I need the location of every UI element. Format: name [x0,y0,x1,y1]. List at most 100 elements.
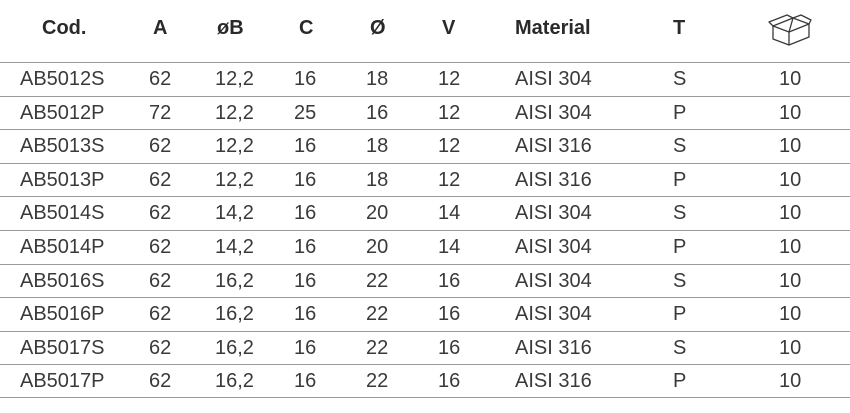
cell-code: AB5014P [20,235,105,258]
cell-t: P [673,101,687,124]
cell-a: 62 [149,68,172,90]
cell-diameter: 18 [366,168,389,191]
cell-t: S [673,68,687,90]
cell-t: P [673,235,687,258]
cell-b: 16,2 [215,336,254,359]
cell-diameter: 20 [366,235,389,258]
cell-material: AISI 316 [515,370,592,393]
cell-material: AISI 304 [515,303,592,326]
cell-quantity: 10 [779,269,802,292]
cell-t: S [673,135,687,158]
cell-material: AISI 304 [515,235,592,258]
cell-a: 62 [149,168,172,191]
cell-quantity: 10 [779,101,802,124]
table-row: AB5012S 62 12,2 16 18 12 AISI 304 S 10 [0,62,850,96]
cell-diameter: 18 [366,135,389,158]
product-table: Cod. A øB C Ø V Material T AB5012S 62 12,2… [0,0,850,398]
cell-v: 12 [438,168,461,191]
header-a: A [153,17,168,39]
cell-t: S [673,336,687,359]
cell-t: P [673,168,687,191]
table-row: AB5012P 72 12,2 25 16 12 AISI 304 P 10 [0,95,850,130]
cell-c: 16 [294,168,317,191]
cell-code: AB5017S [20,336,105,359]
table-body: AB5012S 62 12,2 16 18 12 AISI 304 S 10 AB5012P 72 1… [0,62,850,398]
cell-c: 16 [294,303,317,326]
cell-a: 62 [149,202,172,225]
cell-diameter: 20 [366,202,389,225]
cell-material: AISI 316 [515,135,592,158]
table-row: AB5014S 62 14,2 16 20 14 AISI 304 S 10 [0,196,850,230]
cell-quantity: 10 [779,303,802,326]
cell-b: 16,2 [215,269,254,292]
cell-diameter: 16 [366,101,389,124]
cell-code: AB5016P [20,303,105,326]
cell-b: 12,2 [215,135,254,158]
cell-code: AB5012S [20,68,105,90]
cell-b: 12,2 [215,68,254,90]
cell-c: 16 [294,370,317,393]
cell-a: 62 [149,135,172,158]
cell-c: 25 [294,101,317,124]
cell-code: AB5014S [20,202,105,225]
cell-material: AISI 316 [515,168,592,191]
cell-quantity: 10 [779,336,802,359]
cell-b: 12,2 [215,101,254,124]
cell-quantity: 10 [779,68,802,90]
cell-code: AB5013P [20,168,105,191]
table-row: AB5016P 62 16,2 16 22 16 AISI 304 P 10 [0,297,850,331]
table-row: AB5017S 62 16,2 16 22 16 AISI 316 S 10 [0,330,850,365]
cell-quantity: 10 [779,370,802,393]
table-header: Cod. A øB C Ø V Material T [0,0,850,62]
cell-v: 14 [438,202,461,225]
cell-diameter: 22 [366,336,389,359]
cell-t: P [673,303,687,326]
cell-c: 16 [294,135,317,158]
cell-v: 16 [438,303,461,326]
cell-v: 12 [438,68,461,90]
header-b: øB [217,17,244,39]
cell-t: P [673,370,687,393]
table-row: AB5013S 62 12,2 16 18 12 AISI 316 S 10 [0,129,850,163]
cell-b: 16,2 [215,370,254,393]
table-row: AB5014P 62 14,2 16 20 14 AISI 304 P 10 [0,229,850,264]
cell-t: S [673,269,687,292]
table-row: AB5013P 62 12,2 16 18 12 AISI 316 P 10 [0,162,850,197]
cell-quantity: 10 [779,235,802,258]
cell-code: AB5012P [20,101,105,124]
cell-material: AISI 304 [515,202,592,225]
cell-v: 16 [438,370,461,393]
cell-a: 62 [149,235,172,258]
cell-b: 12,2 [215,168,254,191]
header-t: T [673,17,686,39]
cell-a: 62 [149,303,172,326]
header-diameter: Ø [370,17,386,39]
cell-v: 16 [438,269,461,292]
cell-code: AB5013S [20,135,105,158]
cell-t: S [673,202,687,225]
cell-code: AB5016S [20,269,105,292]
cell-b: 14,2 [215,202,254,225]
cell-b: 16,2 [215,303,254,326]
cell-material: AISI 316 [515,336,592,359]
cell-c: 16 [294,202,317,225]
cell-b: 14,2 [215,235,254,258]
cell-a: 62 [149,269,172,292]
cell-quantity: 10 [779,168,802,191]
header-v: V [442,17,456,39]
cell-a: 62 [149,336,172,359]
cell-a: 72 [149,101,172,124]
cell-material: AISI 304 [515,68,592,90]
cell-v: 16 [438,336,461,359]
cell-material: AISI 304 [515,101,592,124]
cell-v: 14 [438,235,461,258]
cell-diameter: 22 [366,269,389,292]
cell-material: AISI 304 [515,269,592,292]
cell-quantity: 10 [779,135,802,158]
cell-c: 16 [294,336,317,359]
header-material: Material [515,17,591,39]
header-code: Cod. [42,17,87,39]
table-row: AB5017P 62 16,2 16 22 16 AISI 316 P 10 [0,364,850,398]
cell-c: 16 [294,235,317,258]
cell-c: 16 [294,269,317,292]
